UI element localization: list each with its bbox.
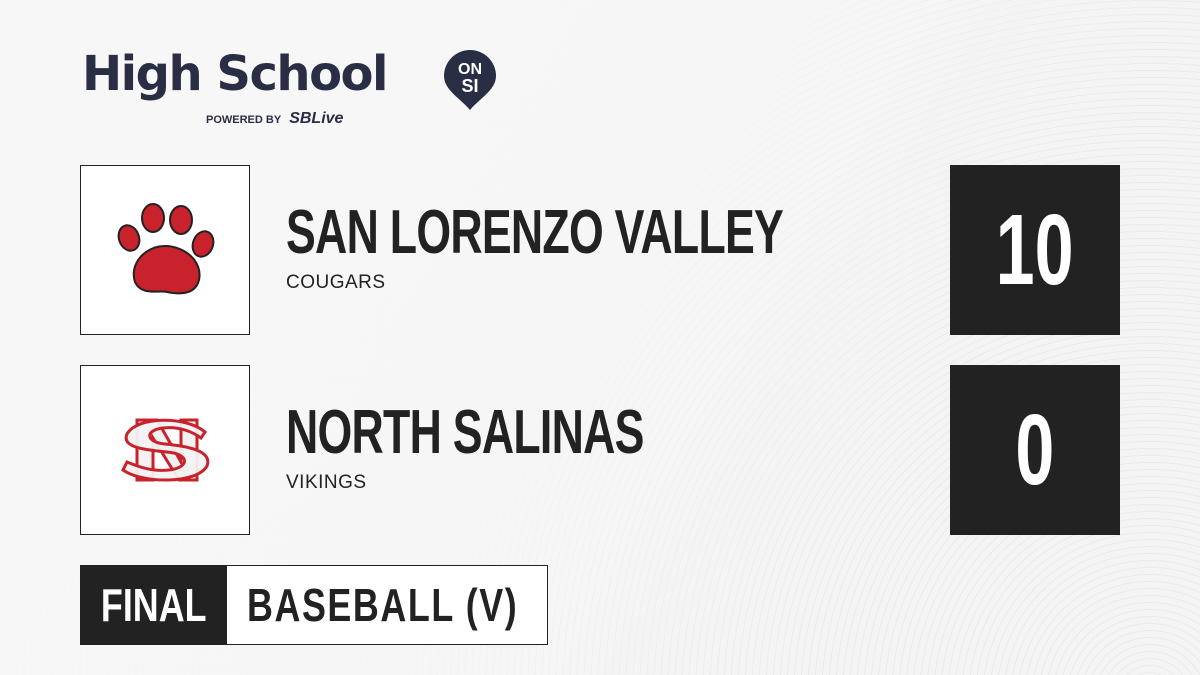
team-mascot: VIKINGS <box>286 472 367 493</box>
powered-by-label: POWERED BY <box>206 114 282 126</box>
final-badge: FINAL <box>81 566 227 644</box>
svg-text:SI: SI <box>461 76 478 96</box>
score-home: 10 <box>950 165 1120 335</box>
sport-label: BASEBALL (V) <box>247 579 519 631</box>
high-school-on-si-logo: High School ON SI POWERED BY SBLive <box>82 46 496 127</box>
team-name: SAN LORENZO VALLEY <box>286 198 784 267</box>
brand-title: High School <box>82 46 388 102</box>
paw-print-icon <box>117 203 215 295</box>
powered-by: POWERED BY SBLive <box>206 110 343 128</box>
team-home: SAN LORENZO VALLEY COUGARS <box>286 200 976 294</box>
score-value: 10 <box>996 193 1074 306</box>
svg-text:ON: ON <box>458 61 482 78</box>
ns-monogram-icon <box>121 418 210 482</box>
team-away: NORTH SALINAS VIKINGS <box>286 400 783 494</box>
team-name: NORTH SALINAS <box>286 398 644 467</box>
game-status-bar: FINAL BASEBALL (V) <box>80 565 548 645</box>
team-logo-home <box>80 165 250 335</box>
on-si-pin-icon: ON SI <box>444 50 496 110</box>
sblive-logo: SBLive <box>289 110 344 127</box>
team-logo-away <box>80 365 250 535</box>
team-mascot: COUGARS <box>286 272 386 293</box>
score-away: 0 <box>950 365 1120 535</box>
sport-label-box: BASEBALL (V) <box>227 566 547 644</box>
status-label: FINAL <box>101 579 207 631</box>
score-value: 0 <box>1015 393 1055 506</box>
